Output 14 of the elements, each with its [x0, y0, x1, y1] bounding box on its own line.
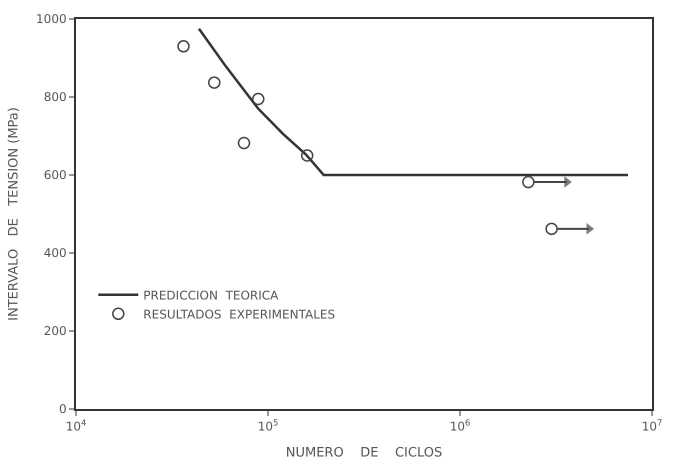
y-tick-label: 200 [44, 324, 67, 338]
y-tick-label: 800 [44, 90, 67, 104]
y-axis-title: INTERVALO DE TENSION (MPa) [6, 107, 22, 321]
x-axis-title: NUMERO DE CICLOS [286, 446, 442, 460]
x-tick-label: 10$^{6}$ [450, 417, 470, 434]
legend-label: PREDICCION TEORICA [143, 288, 280, 302]
x-tick-label: 10$^{5}$ [258, 417, 278, 434]
x-tick-label: 10$^{4}$ [66, 417, 86, 434]
x-tick-label: 10$^{7}$ [642, 417, 662, 434]
y-tick-label: 400 [44, 246, 67, 260]
y-tick-label: 600 [44, 168, 67, 182]
y-tick-label: 0 [58, 402, 67, 416]
legend-label: RESULTADOS EXPERIMENTALES [143, 307, 336, 322]
y-tick-label: 1000 [36, 12, 67, 26]
